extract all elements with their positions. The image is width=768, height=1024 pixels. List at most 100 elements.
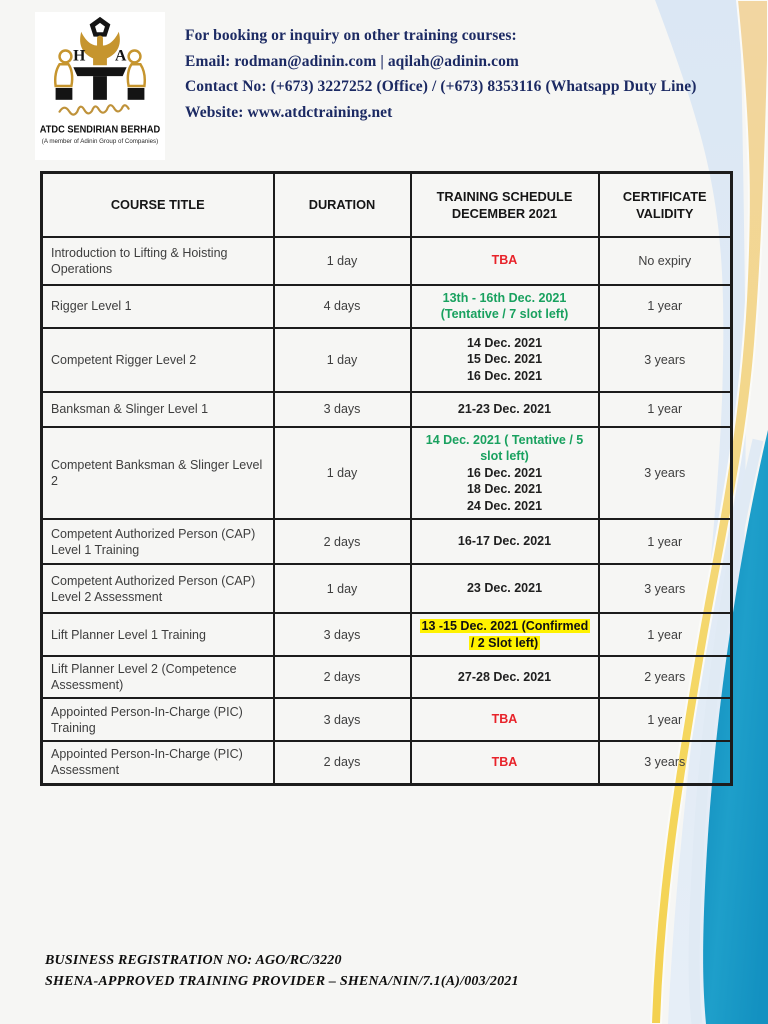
validity-cell: 1 year — [597, 612, 733, 657]
course-title-cell: Appointed Person-In-Charge (PIC) Assessm… — [40, 740, 275, 785]
business-registration-line: BUSINESS REGISTRATION NO: AGO/RC/3220 — [45, 953, 342, 968]
logo-right-figure-icon — [126, 49, 146, 100]
shena-approval-line: SHENA-APPROVED TRAINING PROVIDER – SHENA… — [45, 974, 519, 989]
course-schedule-table: COURSE TITLE DURATION TRAINING SCHEDULE … — [40, 171, 733, 786]
duration-cell: 1 day — [272, 235, 412, 286]
duration-cell: 3 days — [272, 697, 412, 742]
course-table-body: Introduction to Lifting & Hoisting Opera… — [40, 235, 733, 785]
schedule-cell: 13 -15 Dec. 2021 (Confirmed / 2 Slot lef… — [409, 612, 600, 657]
website-line: Website: www.atdctraining.net — [185, 103, 393, 121]
header-row: COURSE TITLE DURATION TRAINING SCHEDULE … — [40, 171, 733, 238]
schedule-line: 16 Dec. 2021 — [466, 368, 543, 383]
schedule-line: 27-28 Dec. 2021 — [457, 669, 552, 684]
validity-cell: 1 year — [597, 390, 733, 428]
course-title-cell: Competent Authorized Person (CAP) Level … — [40, 518, 275, 565]
course-title-cell: Lift Planner Level 2 (Competence Assessm… — [40, 655, 275, 699]
duration-cell: 2 days — [272, 740, 412, 785]
course-title-cell: Rigger Level 1 — [40, 283, 275, 329]
table-row: Appointed Person-In-Charge (PIC) Assessm… — [40, 740, 733, 785]
teal-swoosh — [703, 430, 768, 1024]
duration-cell: 1 day — [272, 326, 412, 393]
logo-left-figure-icon — [54, 49, 74, 100]
logo-letter-a: A — [115, 47, 127, 64]
schedule-line: 23 Dec. 2021 — [466, 581, 543, 596]
validity-cell: 3 years — [597, 326, 733, 393]
validity-cell: 1 year — [597, 697, 733, 742]
validity-cell: No expiry — [597, 235, 733, 286]
course-title-cell: Appointed Person-In-Charge (PIC) Trainin… — [40, 697, 275, 742]
course-title-cell: Competent Banksman & Slinger Level 2 — [40, 425, 275, 520]
duration-cell: 4 days — [272, 283, 412, 329]
validity-cell: 1 year — [597, 283, 733, 329]
validity-cell: 1 year — [597, 518, 733, 565]
highlighted-schedule-text: 13 -15 Dec. 2021 (Confirmed / 2 Slot lef… — [419, 619, 591, 650]
schedule-line: 14 Dec. 2021 ( Tentative / 5 slot left) — [425, 432, 584, 464]
course-table-wrapper: COURSE TITLE DURATION TRAINING SCHEDULE … — [40, 171, 733, 786]
logo-gold-emblem-icon — [80, 31, 120, 66]
logo-org-subtitle: (A member of Adinin Group of Companies) — [42, 138, 158, 145]
schedule-line: 14 Dec. 2021 — [466, 335, 543, 350]
schedule-line: 15 Dec. 2021 — [466, 352, 543, 367]
duration-cell: 1 day — [272, 563, 412, 614]
logo-pentagon-icon — [89, 16, 111, 37]
schedule-line: TBA — [491, 712, 518, 727]
header-course-title: COURSE TITLE — [40, 171, 275, 238]
table-row: Introduction to Lifting & Hoisting Opera… — [40, 235, 733, 286]
table-row: Appointed Person-In-Charge (PIC) Trainin… — [40, 697, 733, 742]
course-title-cell: Competent Rigger Level 2 — [40, 326, 275, 393]
duration-cell: 2 days — [272, 518, 412, 565]
logo-org-name: ATDC SENDIRIAN BERHAD — [40, 124, 161, 135]
duration-cell: 3 days — [272, 612, 412, 657]
schedule-line: 16-17 Dec. 2021 — [457, 534, 552, 549]
booking-line: For booking or inquiry on other training… — [185, 27, 517, 44]
schedule-line: 24 Dec. 2021 — [466, 498, 543, 513]
duration-cell: 1 day — [272, 425, 412, 520]
schedule-cell: 14 Dec. 2021 ( Tentative / 5 slot left) 1… — [409, 425, 600, 520]
schedule-cell: 14 Dec. 2021 15 Dec. 2021 16 Dec. 2021 — [409, 326, 600, 393]
validity-cell: 3 years — [597, 563, 733, 614]
schedule-line: 13 -15 Dec. 2021 (Confirmed / 2 Slot lef… — [419, 618, 591, 651]
course-title-cell: Introduction to Lifting & Hoisting Opera… — [40, 235, 275, 286]
schedule-line: TBA — [491, 253, 518, 268]
table-row: Lift Planner Level 1 Training 3 days 13 -1… — [40, 612, 733, 657]
duration-cell: 3 days — [272, 390, 412, 428]
schedule-cell: 16-17 Dec. 2021 — [409, 518, 600, 565]
schedule-cell: TBA — [409, 235, 600, 286]
course-title-cell: Competent Authorized Person (CAP) Level … — [40, 563, 275, 614]
table-row: Competent Authorized Person (CAP) Level … — [40, 563, 733, 614]
email-line: Email: rodman@adinin.com | aqilah@adinin… — [185, 52, 519, 70]
logo-letter-h: H — [73, 47, 85, 64]
table-row: Competent Authorized Person (CAP) Level … — [40, 518, 733, 565]
schedule-line: 21-23 Dec. 2021 — [457, 401, 552, 416]
logo-calligraphy-icon — [58, 104, 130, 116]
registration-footer: BUSINESS REGISTRATION NO: AGO/RC/3220 SH… — [45, 950, 519, 992]
logo-table-icon — [73, 67, 127, 100]
duration-cell: 2 days — [272, 655, 412, 699]
header-training-schedule: TRAINING SCHEDULE DECEMBER 2021 — [409, 171, 600, 238]
schedule-line: 16 Dec. 2021 — [466, 465, 543, 480]
schedule-line: 18 Dec. 2021 — [466, 482, 543, 496]
schedule-cell: 23 Dec. 2021 — [409, 563, 600, 614]
contact-number-line: Contact No: (+673) 3227252 (Office) / (+… — [185, 78, 697, 95]
schedule-cell: 13th - 16th Dec. 2021 (Tentative / 7 slot… — [409, 283, 600, 329]
pale-sliver — [688, 438, 764, 1024]
table-row: Lift Planner Level 2 (Competence Assessm… — [40, 655, 733, 699]
schedule-line: 13th - 16th Dec. 2021 — [442, 290, 567, 305]
course-title-cell: Banksman & Slinger Level 1 — [40, 390, 275, 428]
validity-cell: 3 years — [597, 425, 733, 520]
schedule-line: (Tentative / 7 slot left) — [440, 307, 569, 321]
atdc-logo: H A ATDC SENDIRIAN BERHAD (A member of A… — [35, 12, 165, 160]
schedule-line: TBA — [491, 755, 518, 769]
schedule-cell: 27-28 Dec. 2021 — [409, 655, 600, 699]
validity-cell: 2 years — [597, 655, 733, 699]
header-duration: DURATION — [272, 171, 412, 238]
header-certificate-validity: CERTIFICATE VALIDITY — [597, 171, 733, 238]
schedule-cell: 21-23 Dec. 2021 — [409, 390, 600, 428]
validity-cell: 3 years — [597, 740, 733, 785]
schedule-cell: TBA — [409, 740, 600, 785]
contact-header: For booking or inquiry on other training… — [185, 23, 696, 125]
